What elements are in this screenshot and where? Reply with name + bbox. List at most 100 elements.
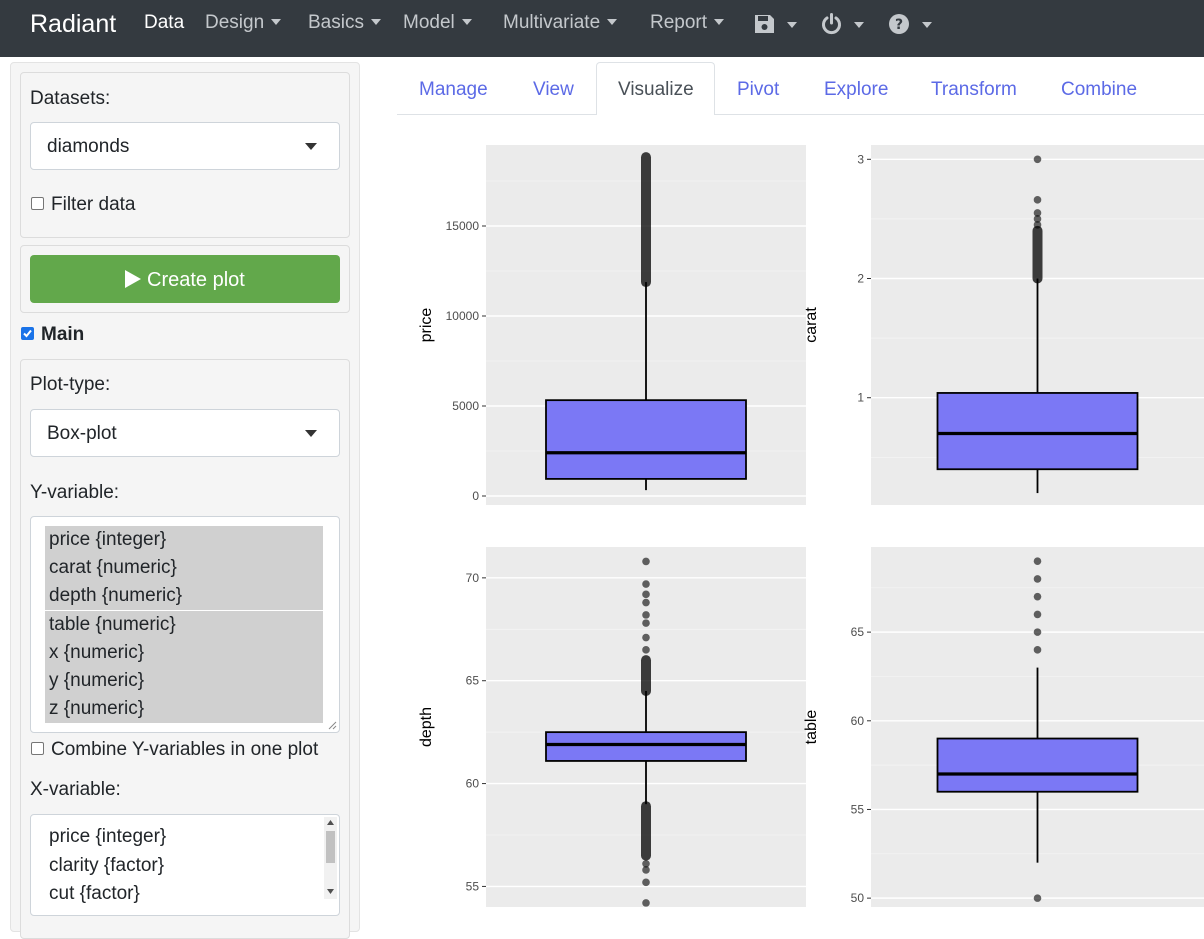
- power-menu[interactable]: [821, 13, 871, 40]
- y-option[interactable]: price {integer}: [45, 526, 323, 554]
- y-tick-label: 65: [466, 674, 480, 688]
- nav-report-label: Report: [650, 12, 708, 33]
- outlier-point: [642, 590, 650, 599]
- nav-design-label: Design: [205, 12, 265, 33]
- iqr-box: [936, 737, 1139, 793]
- x-variable-label: X-variable:: [30, 779, 121, 800]
- nav-data[interactable]: Data: [144, 11, 184, 35]
- box-plot-grid: 0 5000 10000 15000 price 1 2 3 carat 55 60 65 70 dept…: [418, 145, 1204, 907]
- y-axis-title: table: [803, 710, 820, 745]
- outlier-point: [1033, 592, 1042, 601]
- outlier-point: [642, 580, 650, 588]
- y-variable-listbox[interactable]: price {integer} carat {numeric} depth {n…: [30, 516, 340, 733]
- chevron-down-icon: [461, 19, 472, 25]
- dataset-value: diamonds: [47, 136, 130, 157]
- outlier-cluster: [641, 801, 651, 861]
- outlier-point: [642, 860, 650, 868]
- outlier-point: [1033, 575, 1042, 583]
- outlier-point: [642, 557, 650, 566]
- x-option[interactable]: cut {factor}: [49, 883, 140, 904]
- nav-data-label: Data: [144, 12, 185, 33]
- y-tick-label: 5000: [452, 399, 479, 413]
- outlier-point: [1033, 215, 1042, 223]
- y-option[interactable]: carat {numeric}: [45, 554, 323, 582]
- y-option[interactable]: z {numeric}: [45, 695, 323, 723]
- chevron-down-icon: [370, 19, 381, 25]
- y-tick-label: 0: [472, 489, 479, 503]
- x-option[interactable]: price {integer}: [49, 826, 167, 847]
- tab-view[interactable]: View: [533, 79, 574, 100]
- nav-design[interactable]: Design: [205, 11, 282, 35]
- outlier-point: [1033, 221, 1042, 229]
- plot-type-value: Box-plot: [47, 423, 117, 444]
- iqr-box: [936, 392, 1139, 471]
- tab-combine[interactable]: Combine: [1061, 79, 1138, 100]
- y-tick-label: 65: [851, 625, 865, 639]
- y-tick-label: 10000: [446, 309, 480, 323]
- tabs-divider: [397, 114, 1204, 115]
- tab-manage[interactable]: Manage: [419, 79, 488, 100]
- main-checkbox[interactable]: [21, 327, 34, 340]
- iqr-box: [545, 399, 747, 480]
- scroll-down-icon[interactable]: [327, 889, 334, 894]
- x-listbox-scrollbar[interactable]: [324, 817, 337, 899]
- y-variable-label: Y-variable:: [30, 482, 120, 503]
- chevron-down-icon: [271, 19, 282, 25]
- nav-multivariate-label: Multivariate: [503, 12, 601, 33]
- nav-basics[interactable]: Basics: [308, 11, 381, 35]
- y-option[interactable]: table {numeric}: [45, 611, 323, 639]
- nav-multivariate[interactable]: Multivariate: [503, 11, 618, 35]
- save-menu[interactable]: [754, 13, 804, 40]
- tab-explore[interactable]: Explore: [824, 79, 889, 100]
- chevron-down-icon: [714, 19, 725, 25]
- y-tick-label: 60: [851, 714, 865, 728]
- outlier-point: [642, 899, 650, 907]
- filter-data-checkbox[interactable]: [31, 197, 44, 210]
- chevron-down-icon: [305, 143, 317, 150]
- dataset-select[interactable]: diamonds: [30, 122, 340, 170]
- save-icon: [755, 15, 797, 33]
- y-axis-title: carat: [803, 307, 820, 343]
- y-option[interactable]: x {numeric}: [45, 639, 323, 667]
- chevron-down-icon: [607, 19, 618, 25]
- outlier-point: [642, 866, 650, 874]
- nav-model-label: Model: [403, 12, 455, 33]
- brand-logo[interactable]: Radiant: [30, 10, 117, 38]
- outlier-point: [642, 611, 650, 619]
- y-axis-title: depth: [418, 707, 435, 747]
- plot-type-select[interactable]: Box-plot: [30, 409, 340, 457]
- outlier-point: [1033, 196, 1042, 204]
- chevron-down-icon: [305, 430, 317, 437]
- y-tick-label: 3: [857, 152, 864, 166]
- help-menu[interactable]: ?: [888, 13, 938, 40]
- scrollbar-thumb[interactable]: [326, 831, 335, 863]
- main-label: Main: [41, 324, 85, 345]
- plot-type-label: Plot-type:: [30, 374, 111, 395]
- tab-transform[interactable]: Transform: [931, 79, 1017, 100]
- x-variable-listbox[interactable]: price {integer} clarity {factor} cut {fa…: [30, 814, 340, 916]
- help-icon: ?: [889, 14, 932, 34]
- scroll-up-icon[interactable]: [327, 820, 334, 825]
- outlier-point: [1033, 894, 1042, 902]
- tab-visualize[interactable]: Visualize: [618, 79, 694, 100]
- outlier-point: [642, 633, 650, 642]
- active-tab-frame: [596, 62, 715, 115]
- power-icon: [822, 13, 864, 35]
- y-option[interactable]: depth {numeric}: [45, 582, 323, 610]
- tab-pivot[interactable]: Pivot: [737, 79, 780, 100]
- combine-y-checkbox[interactable]: [31, 742, 44, 755]
- resize-handle-icon[interactable]: [327, 720, 337, 730]
- nav-model[interactable]: Model: [403, 11, 472, 35]
- outlier-cluster: [641, 655, 651, 696]
- outlier-point: [642, 598, 650, 607]
- create-plot-button[interactable]: Create plot: [30, 255, 340, 303]
- y-tick-label: 55: [851, 802, 865, 816]
- nav-report[interactable]: Report: [650, 11, 725, 35]
- datasets-label: Datasets:: [30, 88, 111, 109]
- x-option[interactable]: clarity {factor}: [49, 855, 165, 876]
- outlier-point: [1033, 628, 1042, 636]
- outlier-point: [1033, 610, 1042, 619]
- y-option[interactable]: y {numeric}: [45, 667, 323, 695]
- navbar: Radiant Data Design Basics Model Multiva…: [0, 0, 1204, 57]
- outlier-cluster: [641, 152, 651, 288]
